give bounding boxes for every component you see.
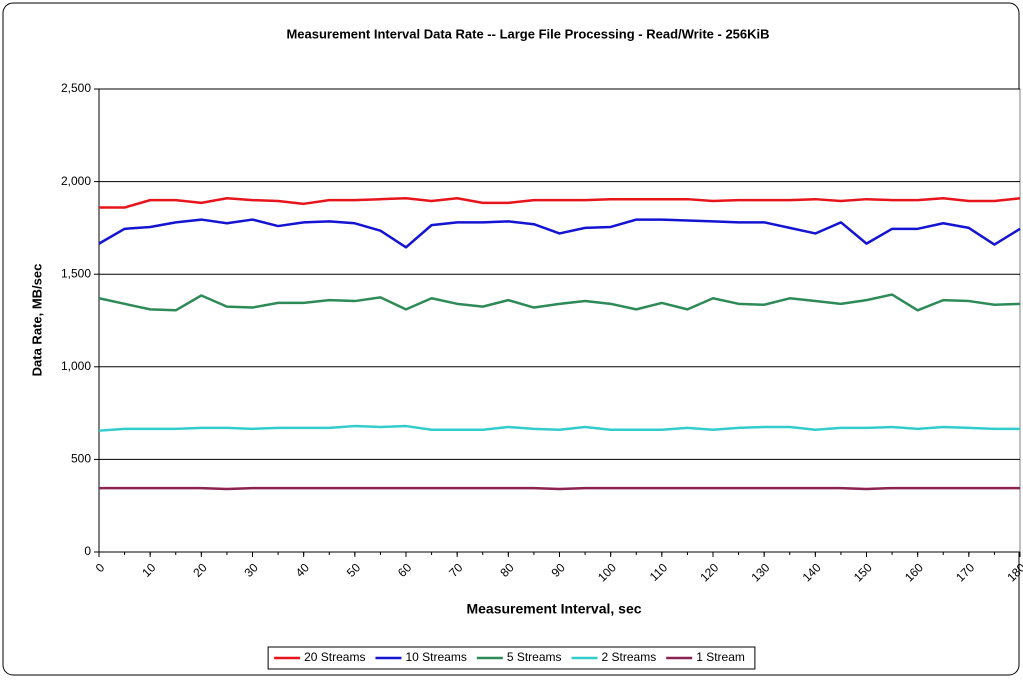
series-line bbox=[98, 218, 1021, 249]
series-line bbox=[99, 486, 1020, 491]
legend-item: 5 Streams bbox=[476, 650, 562, 664]
series-line bbox=[98, 293, 1021, 312]
y-tick-label: 1,500 bbox=[61, 266, 91, 280]
legend-label: 1 Stream bbox=[696, 650, 745, 664]
plot-area bbox=[98, 88, 1021, 553]
legend-item: 1 Stream bbox=[666, 650, 745, 664]
y-tick-label: 2,000 bbox=[61, 174, 91, 188]
legend-item: 20 Streams bbox=[274, 650, 365, 664]
legend-item: 2 Streams bbox=[571, 650, 657, 664]
y-tick-label: 2,500 bbox=[61, 81, 91, 95]
series-line bbox=[98, 424, 1020, 432]
y-tick-label: 0 bbox=[84, 544, 91, 558]
legend-label: 5 Streams bbox=[507, 650, 562, 664]
legend: 20 Streams 10 Streams 5 Streams 2 Streams 1 … bbox=[267, 646, 756, 670]
legend-box bbox=[267, 646, 756, 670]
legend-item: 10 Streams bbox=[375, 650, 467, 664]
series-line bbox=[99, 197, 1021, 209]
y-tick-label: 1,000 bbox=[61, 359, 91, 373]
legend-label: 2 Streams bbox=[602, 650, 657, 664]
y-tick-label: 500 bbox=[71, 452, 91, 466]
legend-label: 20 Streams bbox=[304, 650, 365, 664]
x-axis-label: Measurement Interval, sec bbox=[466, 601, 641, 617]
legend-label: 10 Streams bbox=[405, 650, 466, 664]
y-axis-label: Data Rate, MB/sec bbox=[29, 264, 44, 377]
chart-title: Measurement Interval Data Rate -- Large … bbox=[286, 26, 769, 41]
